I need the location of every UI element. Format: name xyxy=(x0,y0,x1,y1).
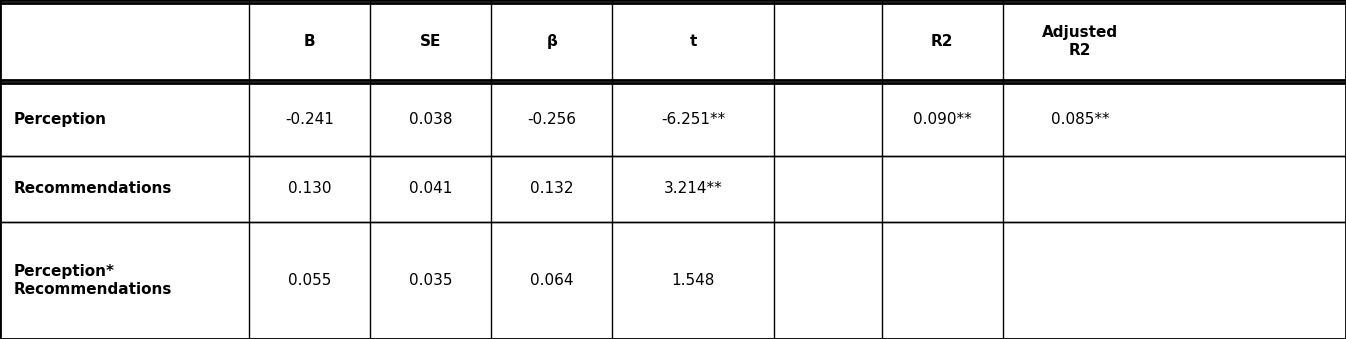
Text: 0.055: 0.055 xyxy=(288,273,331,288)
Text: 3.214**: 3.214** xyxy=(664,181,723,197)
Text: Perception: Perception xyxy=(13,112,106,127)
Text: -0.241: -0.241 xyxy=(285,112,334,127)
Text: 0.132: 0.132 xyxy=(530,181,573,197)
Text: t: t xyxy=(689,34,697,49)
Text: -0.256: -0.256 xyxy=(528,112,576,127)
Text: SE: SE xyxy=(420,34,441,49)
Text: B: B xyxy=(304,34,315,49)
Text: 0.041: 0.041 xyxy=(409,181,452,197)
Text: 1.548: 1.548 xyxy=(672,273,715,288)
Text: β: β xyxy=(546,34,557,49)
Text: 0.090**: 0.090** xyxy=(913,112,972,127)
Text: 0.064: 0.064 xyxy=(530,273,573,288)
Text: Recommendations: Recommendations xyxy=(13,181,172,197)
Text: 0.038: 0.038 xyxy=(409,112,452,127)
Text: 0.035: 0.035 xyxy=(409,273,452,288)
Text: -6.251**: -6.251** xyxy=(661,112,725,127)
Text: 0.085**: 0.085** xyxy=(1051,112,1109,127)
Text: 0.130: 0.130 xyxy=(288,181,331,197)
Text: R2: R2 xyxy=(931,34,953,49)
Text: Perception*
Recommendations: Perception* Recommendations xyxy=(13,264,172,297)
Text: Adjusted
R2: Adjusted R2 xyxy=(1042,25,1119,58)
